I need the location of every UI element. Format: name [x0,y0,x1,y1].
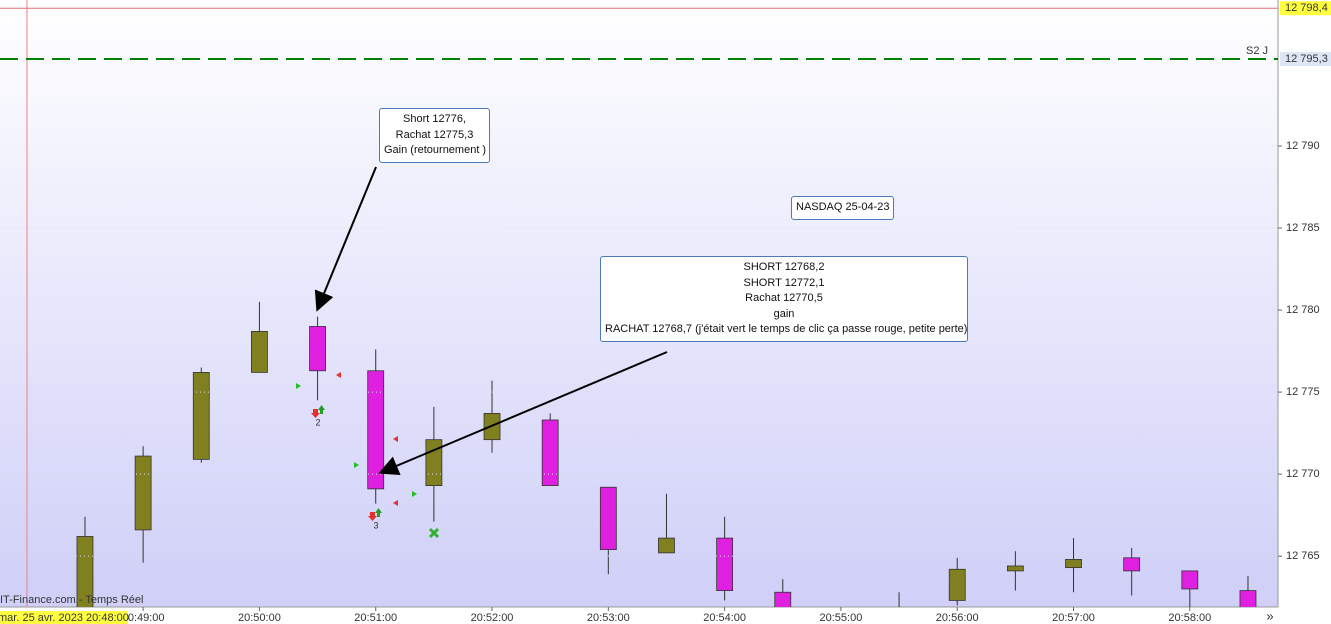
x-tick-label: 20:54:00 [703,612,746,624]
candle-body [76,536,94,607]
level-name: S2 J [1246,45,1268,57]
annotation-line: gain [773,307,795,320]
candle-body [1239,590,1257,607]
x-tick-label: 20:49:00 [122,612,165,624]
scroll-button[interactable]: » [1266,608,1273,623]
y-axis-area [1278,0,1331,624]
candle-body [251,330,268,373]
candle-body [1065,559,1082,569]
annotation-line: Rachat 12770,5 [745,292,823,304]
candle-body [599,486,617,550]
annotation-line: Gain (retournement ) [384,144,487,156]
level-label: 12 798,4 [1285,2,1328,14]
cursor-date: mar. 25 avr. 2023 20:48:00 [0,612,129,624]
candle-body [425,439,443,486]
annotation-line: NASDAQ 25-04-23 [796,201,890,213]
plot [0,7,1278,617]
annotation-line: Rachat 12775,3 [395,128,474,141]
annotation-line: Short 12776, [403,113,466,125]
y-tick-label: 12 790 [1286,140,1320,152]
x-tick-label: 20:58:00 [1168,612,1211,624]
arrow [378,351,668,476]
level-label: 12 795,3 [1285,53,1328,65]
y-tick-label: 12 770 [1286,468,1320,480]
y-tick-label: 12 785 [1286,222,1320,234]
annotation-line: SHORT 12768,2 [743,261,825,273]
trade-count: 2 [315,417,320,427]
candle-body [774,591,792,607]
candle-body [367,370,385,490]
cursor-date-box [0,611,128,624]
annotation: SHORT 12768,2 SHORT 12772,1 Rachat 12770,5… [600,256,968,342]
x-tick-label: 20:56:00 [936,612,979,624]
x-tick-label: 20:52:00 [471,612,514,624]
candle-body [1006,565,1024,572]
candle-body [658,537,675,554]
annotation: NASDAQ 25-04-23 [791,196,894,220]
x-tick-label: 20:57:00 [1052,612,1095,624]
candle-body [891,612,907,617]
x-tick-label: 20:53:00 [587,612,630,624]
level-label-box [1280,52,1331,67]
candle-body [948,568,966,601]
x-tick-label: 20:55:00 [820,612,863,624]
trade-count: 3 [373,520,378,530]
annotation-line: SHORT 12772,1 [743,276,825,289]
annotation: Short 12776, Rachat 12775,3 Gain (retourne… [379,108,490,163]
candle-body [1181,570,1199,590]
candle-body [541,419,559,487]
annotation-line: RACHAT 12768,7 (j'était vert le temps de… [605,323,968,335]
x-tick-label: 20:51:00 [354,612,397,624]
level-label-box [1280,1,1331,16]
source-label: IT-Finance.com - Temps Réel [0,594,143,606]
candle-body [716,537,734,591]
candle-body [1123,557,1141,572]
candle-body [192,372,210,460]
y-tick-label: 12 775 [1286,386,1320,398]
y-tick-label: 12 765 [1286,550,1320,562]
candle-body [309,326,326,372]
y-tick-label: 12 780 [1286,304,1320,316]
arrow [314,166,377,312]
trade-markers [296,372,440,539]
x-tick-label: 20:50:00 [238,612,281,624]
candle-body [134,455,152,531]
